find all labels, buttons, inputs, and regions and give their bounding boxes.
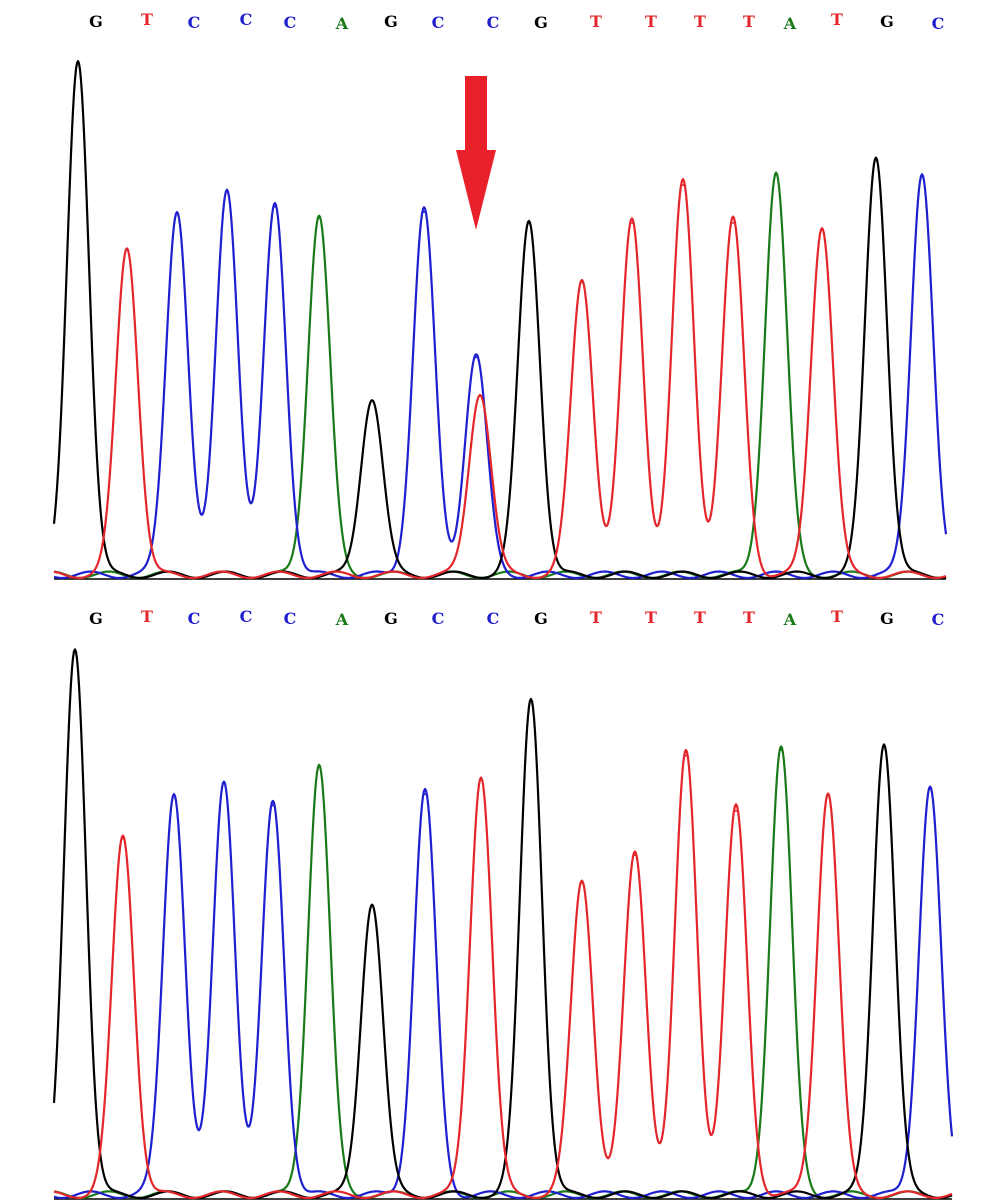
base-call-label: C [931,14,945,33]
base-call-label: T [141,10,153,29]
peak-c [921,173,923,176]
mutation-arrow-icon [456,76,496,232]
peak-g [77,60,79,63]
base-call-label: G [880,609,894,628]
base-call-label: T [590,608,602,627]
peak-t [631,221,633,224]
base-call-label: C [486,609,500,628]
base-call-label: A [335,610,349,629]
peak-g [883,743,885,746]
peak-c [424,793,426,796]
peak-t [581,281,583,284]
trace-g-line [52,648,953,1200]
peak-t [682,184,684,187]
peak-c [226,189,228,192]
trace-t-line [53,178,947,580]
peak-g [528,221,530,224]
peak-t [685,754,687,757]
base-call-label: T [694,608,706,627]
peak-c [272,804,274,807]
base-call-label: G [880,12,894,31]
base-call-label: T [590,12,602,31]
base-call-label: T [743,608,755,627]
base-call-label: G [384,609,398,628]
peak-t [634,854,636,857]
base-call-label: C [187,13,201,32]
base-call-label: T [743,12,755,31]
peak-c [274,205,276,208]
peak-c [929,787,931,790]
base-call-label: C [431,609,445,628]
peak-a [775,173,777,176]
trace-g-line [52,59,947,580]
base-call-label: A [335,14,349,33]
base-call-label: T [831,10,843,29]
peak-g [371,903,373,906]
peak-a [318,216,320,219]
peak-c [176,211,178,214]
peak-c [173,793,175,796]
base-call-label: G [534,609,548,628]
trace-c-line [53,780,954,1200]
peak-c [223,782,225,785]
peak-t [122,837,124,840]
peak-c [475,356,477,359]
base-call-label: C [187,609,201,628]
peak-g [371,399,373,402]
trace-t-line [53,748,953,1200]
peak-t [126,248,128,251]
peak-t [581,881,583,884]
chromatogram-trace-top [52,59,948,580]
peak-t [479,394,481,397]
base-call-label: A [783,14,797,33]
chromatogram-trace-bottom [52,648,954,1200]
base-call-label: G [384,12,398,31]
peak-g [875,157,877,160]
base-call-label: G [534,13,548,32]
peak-t [480,776,482,779]
base-call-label: T [645,12,657,31]
peak-t [735,809,737,812]
base-call-label: C [486,13,500,32]
base-call-label: C [239,607,253,626]
base-call-label: C [239,10,253,29]
base-call-label: A [783,610,797,629]
base-call-label: G [89,609,103,628]
peak-a [780,749,782,752]
base-call-label: G [89,12,103,31]
base-call-label: T [141,607,153,626]
base-call-label: T [694,12,706,31]
peak-t [732,221,734,224]
base-call-label: C [283,13,297,32]
trace-a-line [53,171,947,580]
base-call-label: T [831,607,843,626]
base-call-label: C [283,609,297,628]
base-call-label: T [645,608,657,627]
peak-g [530,699,532,702]
peak-c [423,211,425,214]
peak-t [821,227,823,230]
peak-g [74,649,76,652]
peak-t [827,793,829,796]
trace-c-line [53,173,948,580]
base-call-label: C [431,13,445,32]
base-call-label: C [931,610,945,629]
peak-a [318,765,320,768]
